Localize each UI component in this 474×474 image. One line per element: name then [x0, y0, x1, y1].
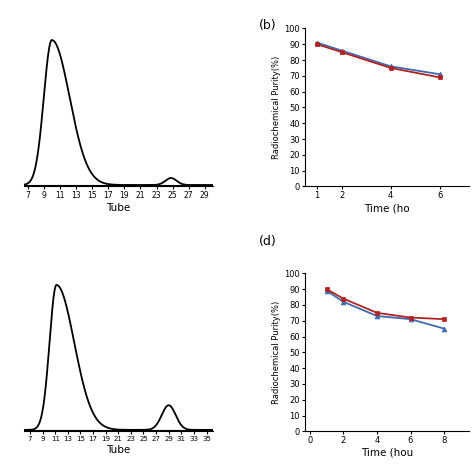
Text: (b): (b) [259, 19, 277, 32]
Text: (d): (d) [259, 235, 277, 248]
X-axis label: Tube: Tube [106, 203, 130, 213]
X-axis label: Time (hou: Time (hou [361, 448, 413, 458]
Y-axis label: Radiochemical Purity(%): Radiochemical Purity(%) [273, 56, 282, 159]
Y-axis label: Radiochemical Purity(%): Radiochemical Purity(%) [273, 301, 282, 404]
X-axis label: Tube: Tube [106, 445, 130, 455]
X-axis label: Time (ho: Time (ho [364, 203, 410, 213]
